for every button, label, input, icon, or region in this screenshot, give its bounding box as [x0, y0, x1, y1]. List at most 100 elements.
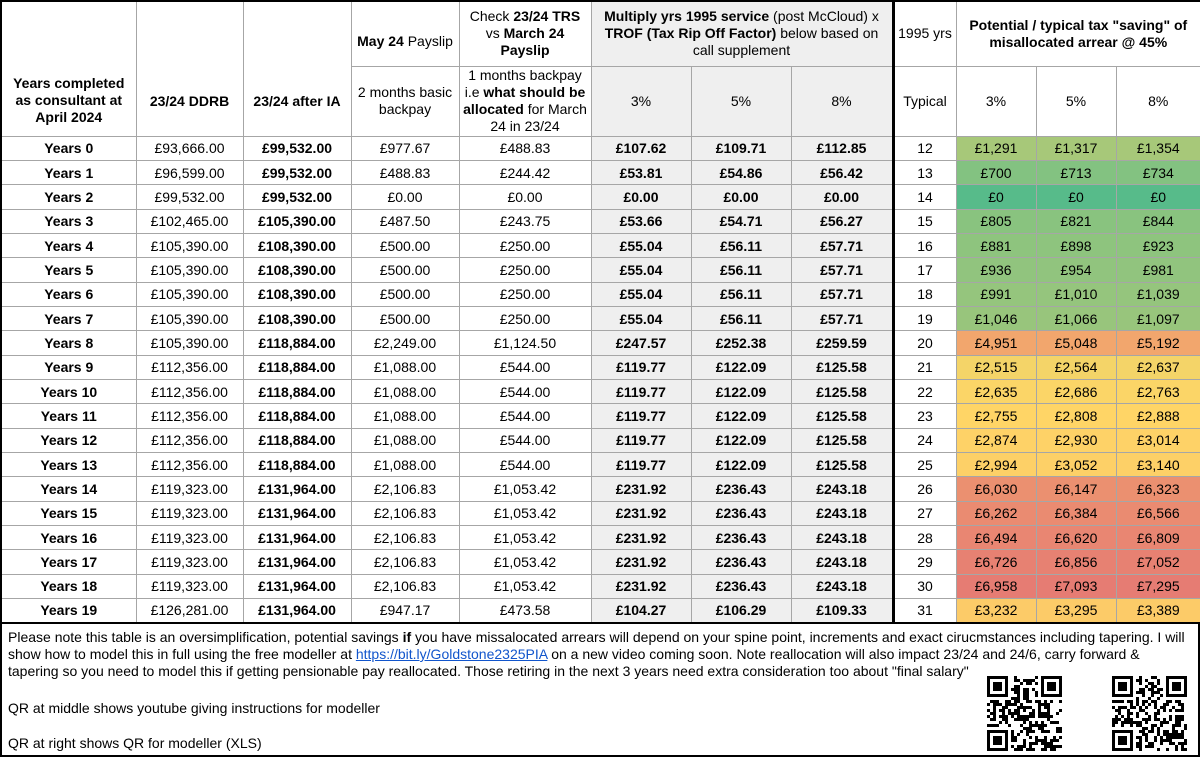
table-cell: £236.43 [690, 549, 792, 575]
qr-module [1112, 706, 1115, 709]
table-cell: Years 5 [0, 257, 137, 283]
qr-module [990, 700, 993, 703]
qr-module [1169, 739, 1172, 742]
table-cell: £102,465.00 [135, 208, 244, 234]
qr-module [1163, 706, 1166, 709]
qr-module [1145, 700, 1148, 703]
qr-module [1130, 706, 1133, 709]
qr-module [1041, 739, 1044, 742]
qr-module [1023, 727, 1026, 730]
qr-module [1020, 724, 1023, 727]
qr-module [999, 715, 1002, 718]
table-cell: £231.92 [590, 549, 692, 575]
qr-module [1026, 691, 1029, 694]
table-cell: £96,599.00 [135, 159, 244, 186]
qr-module [1020, 703, 1023, 706]
modeller-link[interactable]: https://bit.ly/Goldstone2325PIA [355, 646, 548, 662]
qr-module [1112, 721, 1115, 724]
qr-module [1017, 691, 1020, 694]
qr-module [1136, 736, 1139, 739]
header-text: 8% [1148, 92, 1169, 109]
qr-module [1133, 721, 1136, 724]
table-cell: £119.77 [590, 403, 692, 429]
qr-module [1118, 682, 1127, 691]
header-text: vs [485, 25, 500, 42]
table-cell: £122.09 [690, 354, 792, 380]
qr-module [1014, 739, 1017, 742]
qr-module [1011, 736, 1014, 739]
table-cell: Years 19 [0, 598, 137, 624]
qr-module [1142, 733, 1145, 736]
qr-module [1044, 730, 1047, 733]
qr-module [1139, 682, 1142, 685]
table-row: Years 4 £105,390.00 £108,390.00 £500.00 £250… [0, 232, 1200, 259]
qr-module [1142, 730, 1145, 733]
table-cell: Years 6 [0, 281, 137, 307]
qr-module [1014, 688, 1017, 691]
table-cell: £99,532.00 [242, 159, 352, 186]
qr-module [1142, 691, 1145, 694]
table-cell: £6,262 [955, 500, 1037, 527]
table-cell: £1,010 [1035, 281, 1117, 307]
qr-module [1032, 748, 1035, 751]
table-cell: £1,097 [1115, 305, 1200, 332]
table-cell: £544.00 [458, 427, 592, 453]
qr-module [1014, 703, 1017, 706]
qr-code-right[interactable] [1112, 676, 1187, 751]
header-text: 1 months backpay i.e [464, 67, 582, 100]
table-cell: 12 [892, 135, 957, 161]
qr-module [1166, 721, 1169, 724]
qr-module [1157, 688, 1160, 691]
table-cell: £252.38 [690, 330, 792, 356]
table-row: Years 19 £126,281.00 £131,964.00 £947.17 £47… [0, 598, 1200, 624]
table-body: Years 0 £93,666.00 £99,532.00 £977.67 £488.8… [0, 135, 1200, 624]
table-cell: 27 [892, 500, 957, 527]
qr-module [996, 724, 999, 727]
table-cell: £2,686 [1035, 378, 1117, 405]
qr-module [1035, 736, 1038, 739]
table-row: Years 5 £105,390.00 £108,390.00 £500.00 £250… [0, 257, 1200, 283]
qr-module [1029, 742, 1032, 745]
qr-module [1047, 709, 1050, 712]
qr-module [1181, 730, 1184, 733]
qr-module [1011, 715, 1014, 718]
qr-module [1136, 697, 1139, 700]
qr-module [1047, 703, 1050, 706]
qr-module [1023, 715, 1026, 718]
table-cell: £250.00 [458, 232, 592, 259]
table-cell: £6,323 [1115, 476, 1200, 502]
qr-module [1157, 709, 1160, 712]
qr-middle-text: QR at middle shows youtube giving instru… [8, 700, 380, 716]
qr-module [1044, 715, 1047, 718]
table-row: Years 18 £119,323.00 £131,964.00 £2,106.83 £… [0, 573, 1200, 600]
qr-module [1166, 703, 1169, 706]
qr-module [1059, 709, 1062, 712]
table-cell: £104.27 [590, 598, 692, 624]
qr-module [1154, 676, 1157, 679]
table-cell: £125.58 [790, 427, 895, 453]
qr-module [1163, 718, 1166, 721]
table-cell: £99,532.00 [242, 135, 352, 161]
table-cell: £2,755 [955, 403, 1037, 429]
qr-module [1172, 742, 1175, 745]
qr-module [1118, 736, 1127, 745]
qr-module [1017, 745, 1020, 748]
qr-code-middle[interactable] [987, 676, 1062, 751]
qr-module [996, 703, 999, 706]
table-cell: £231.92 [590, 500, 692, 527]
table-cell: Years 3 [0, 208, 137, 234]
header-cell: 23/24 after IA [242, 0, 352, 137]
qr-module [1160, 742, 1163, 745]
qr-module [1044, 724, 1047, 727]
header-cell: 2 months basic backpay [350, 65, 460, 137]
qr-module [1145, 727, 1148, 730]
table-cell: £991 [955, 281, 1037, 307]
table-row: Years 15 £119,323.00 £131,964.00 £2,106.83 £… [0, 500, 1200, 527]
header-text: TROF (Tax Rip Off Factor) [604, 25, 777, 42]
qr-module [1112, 718, 1115, 721]
qr-module [1035, 739, 1038, 742]
table-cell: Years 0 [0, 135, 137, 161]
qr-module [1181, 703, 1184, 706]
table-cell: £53.81 [590, 159, 692, 186]
table-cell: £6,494 [955, 524, 1037, 551]
